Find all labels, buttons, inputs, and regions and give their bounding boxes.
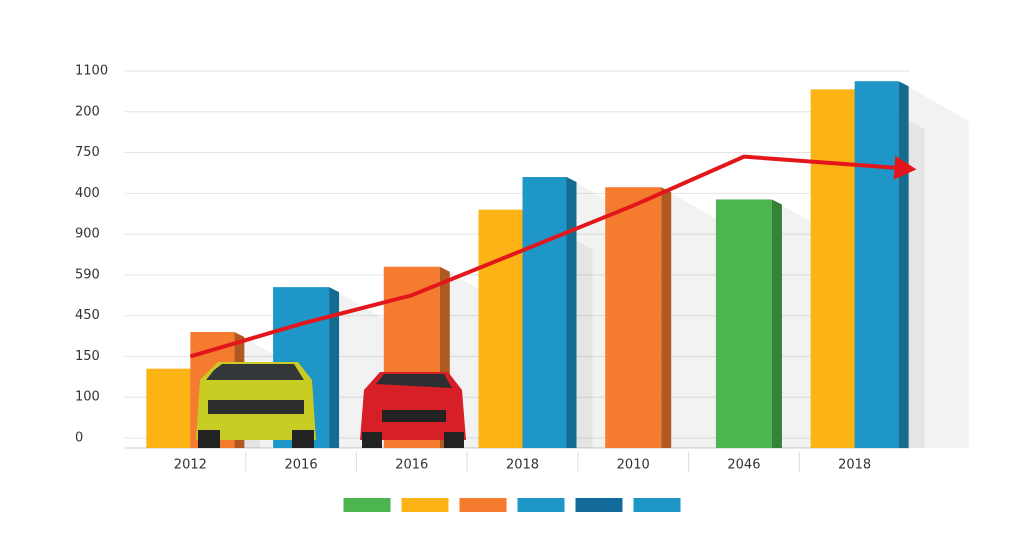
x-tick-label: 2018: [506, 458, 539, 473]
bar: [478, 209, 523, 448]
legend-swatch: [459, 498, 507, 512]
y-tick-label: 0: [75, 431, 83, 446]
x-tick-label: 2016: [285, 458, 318, 473]
bar-shadow: [898, 81, 969, 448]
x-tick-label: 2018: [838, 458, 871, 473]
y-tick-label: 750: [75, 145, 100, 160]
legend-swatch: [401, 498, 449, 512]
plot: 0 100 150 450 590 900 400 750 200 1100 2012 2016 201…: [75, 64, 969, 512]
bar-side: [566, 177, 577, 448]
legend-swatch: [517, 498, 565, 512]
bar: [146, 368, 191, 448]
y-tick-label: 590: [75, 267, 100, 282]
legend-swatch: [575, 498, 623, 512]
x-tick-label: 2046: [727, 458, 760, 473]
bar-side: [661, 187, 672, 448]
bar: [854, 81, 899, 448]
trend-extension: [854, 162, 895, 170]
x-tick-label: 2016: [395, 458, 428, 473]
bar-side: [898, 81, 909, 448]
trend-line: [189, 154, 855, 359]
y-tick-label: 900: [75, 227, 100, 242]
bar-side: [329, 287, 340, 448]
car-red: [360, 372, 466, 448]
y-tick-label: 100: [75, 390, 100, 405]
trend-arrow: [893, 155, 917, 180]
legend-swatch: [633, 498, 681, 512]
bar: [605, 187, 662, 448]
x-tick-label: 2010: [617, 458, 650, 473]
bar: [715, 199, 772, 448]
y-tick-label: 450: [75, 308, 100, 323]
bar: [810, 89, 855, 448]
bar-shadow: [661, 187, 732, 448]
x-tick-label: 2012: [174, 458, 207, 473]
y-tick-label: 150: [75, 349, 100, 364]
y-tick-label: 400: [75, 186, 100, 201]
legend-swatch: [343, 498, 391, 512]
bar: [522, 177, 567, 448]
y-tick-label: 1100: [75, 64, 108, 79]
y-tick-label: 200: [75, 104, 100, 119]
bar-side: [771, 199, 782, 448]
car-yellow: [196, 362, 316, 448]
